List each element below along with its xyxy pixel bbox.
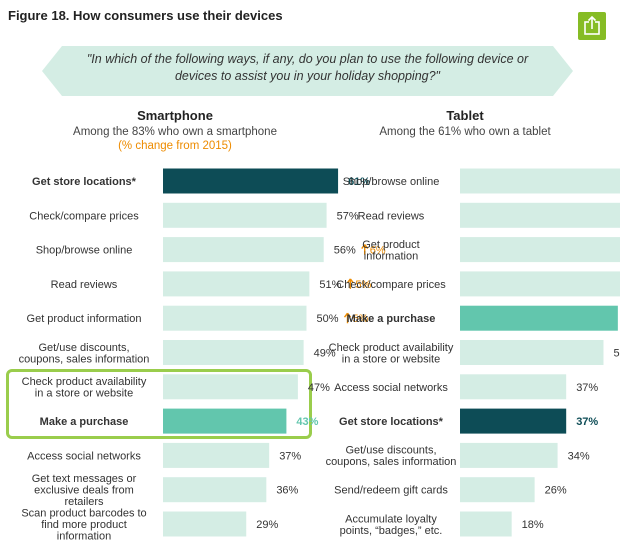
category-label: Check/compare prices (336, 279, 446, 291)
bar (163, 477, 267, 503)
category-label: Accumulate loyalty points, “badges,” etc. (340, 513, 443, 537)
category-label: Read reviews (358, 210, 425, 222)
bar (163, 408, 287, 434)
bar (460, 408, 567, 434)
bar (163, 340, 304, 365)
value-label: 57% (337, 210, 359, 222)
bar (460, 477, 535, 503)
category-label: Make a purchase (40, 416, 129, 428)
category-label: Get/use discounts, coupons, sales informa… (19, 342, 150, 366)
share-button[interactable] (578, 12, 606, 40)
value-label: 50% (614, 348, 620, 360)
value-label: 18% (522, 519, 544, 531)
value-label: 34% (568, 450, 590, 462)
category-label: Make a purchase (347, 313, 436, 325)
value-label: 37% (576, 382, 598, 394)
highlight-box (6, 369, 312, 439)
smartphone-subtitle: Among the 83% who own a smartphone (73, 126, 277, 138)
change-label: 5% (353, 313, 369, 325)
smartphone-title: Smartphone (137, 108, 213, 123)
category-label: Get store locations* (339, 416, 444, 428)
value-label: 43% (296, 416, 318, 428)
bar (163, 202, 327, 228)
category-label: Access social networks (334, 382, 448, 394)
question-text: "In which of the following ways, if any,… (86, 52, 529, 83)
value-label: 50% (317, 313, 339, 325)
category-label: Shop/browse online (343, 176, 440, 188)
value-label: 51% (319, 279, 341, 291)
category-label: Scan product barcodes to find more produc… (21, 508, 146, 543)
tablet-title: Tablet (446, 108, 484, 123)
category-label: Read reviews (51, 279, 118, 291)
bar (460, 511, 512, 537)
bar (460, 340, 604, 365)
figure-title: Figure 18. How consumers use their devic… (8, 8, 283, 23)
category-label: Check/compare prices (29, 210, 139, 222)
value-label: 36% (276, 485, 298, 497)
question-banner-shape (42, 46, 573, 96)
up-arrow-icon (346, 278, 354, 289)
up-arrow-icon (343, 312, 352, 324)
smartphone-note: (% change from 2015) (118, 140, 232, 152)
question-banner: "In which of the following ways, if any,… (40, 40, 575, 102)
category-label: Get store locations* (32, 176, 137, 188)
bar (163, 305, 307, 331)
value-label: 47% (308, 382, 330, 394)
bar (163, 374, 298, 400)
category-label: Get product information (362, 239, 419, 263)
value-label: 61% (348, 176, 370, 188)
value-label: 29% (256, 519, 278, 531)
category-label: Get product information (27, 313, 142, 325)
value-label: 56% (334, 245, 356, 257)
category-label: Access social networks (27, 450, 141, 462)
bar (163, 511, 247, 537)
category-label: Check product availability in a store or … (22, 376, 147, 400)
change-label: 5% (355, 279, 371, 291)
value-label: 49% (314, 348, 336, 360)
bar (163, 442, 270, 468)
value-label: 37% (576, 416, 598, 428)
bar (163, 271, 310, 297)
tablet-subtitle: Among the 61% who own a tablet (379, 126, 551, 138)
change-label: 6% (370, 245, 386, 257)
value-label: 37% (279, 450, 301, 462)
bar (460, 374, 567, 400)
value-label: 26% (545, 485, 567, 497)
category-label: Get/use discounts, coupons, sales informa… (326, 445, 457, 469)
bar (460, 305, 618, 331)
bar (163, 237, 324, 263)
bar (460, 237, 620, 263)
bar (460, 168, 620, 194)
bar (460, 442, 558, 468)
up-arrow-icon (361, 244, 369, 255)
category-label: Get text messages or exclusive deals from… (32, 473, 137, 508)
bar (163, 168, 339, 194)
share-icon (584, 15, 600, 35)
bar (460, 271, 620, 297)
category-label: Check product availability in a store or … (329, 342, 454, 366)
bar (460, 202, 620, 228)
category-label: Send/redeem gift cards (334, 485, 448, 497)
category-label: Shop/browse online (36, 245, 133, 257)
